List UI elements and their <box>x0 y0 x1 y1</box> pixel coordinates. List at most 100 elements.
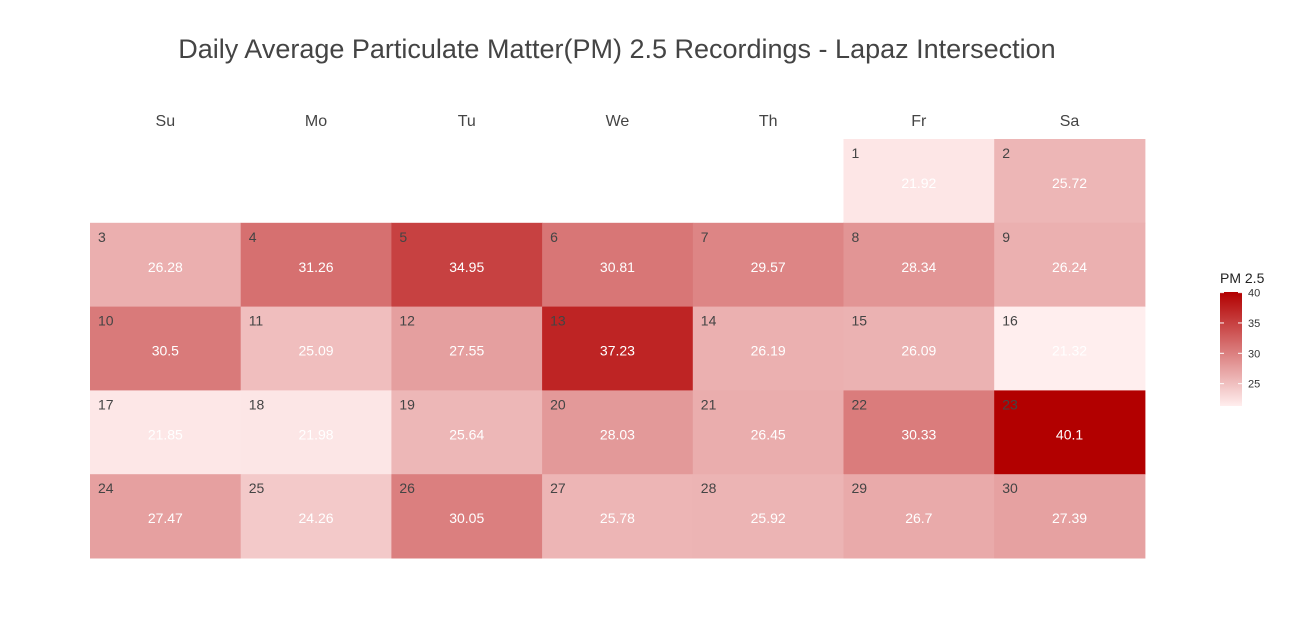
day-cell: 29 26.7 <box>843 474 995 559</box>
day-number-label: 13 <box>550 313 566 329</box>
day-cell: 534.95 <box>391 222 543 308</box>
day-cell: 11 25.09 <box>240 306 392 391</box>
pm-value-label: 28.34 <box>901 259 936 275</box>
pm-value-label: 27.47 <box>148 510 183 526</box>
heat-cell <box>391 222 543 308</box>
legend-tick-label: 35 <box>1248 318 1260 330</box>
day-number-label: 16 <box>1002 313 1018 329</box>
pm-value-label: 34.95 <box>449 259 484 275</box>
day-cell: 828.34 <box>843 222 995 308</box>
weekday-label: Tu <box>458 113 476 130</box>
day-number-label: 15 <box>852 313 868 329</box>
day-number-label: 2 <box>1002 145 1010 161</box>
pm-value-label: 30.5 <box>152 343 179 359</box>
weekday-label: Th <box>759 113 778 130</box>
heat-cell <box>994 222 1146 308</box>
day-number-label: 10 <box>98 313 114 329</box>
day-number-label: 19 <box>399 396 415 412</box>
heat-cell <box>542 222 694 308</box>
heat-cell <box>240 306 392 391</box>
pm-value-label: 28.03 <box>600 426 635 442</box>
day-cell: 26 30.05 <box>391 474 543 559</box>
heat-cell <box>90 474 242 559</box>
day-number-label: 24 <box>98 480 114 496</box>
day-number-label: 8 <box>852 229 860 245</box>
chart-title: Daily Average Particulate Matter(PM) 2.5… <box>178 34 1055 64</box>
day-cell: 14 26.19 <box>692 306 844 391</box>
pm-value-label: 25.78 <box>600 510 635 526</box>
day-number-label: 23 <box>1002 396 1018 412</box>
day-cell: 22 30.33 <box>843 390 995 475</box>
pm-value-label: 26.7 <box>905 510 932 526</box>
weekday-header: Su Mo Tu We Th Fr Sa <box>156 113 1080 130</box>
day-cell: 30 27.39 <box>994 474 1146 559</box>
day-number-label: 21 <box>701 396 717 412</box>
day-number-label: 14 <box>701 313 717 329</box>
pm-value-label: 25.64 <box>449 426 484 442</box>
day-number-label: 11 <box>249 313 264 329</box>
heat-cell <box>692 390 844 475</box>
pm-value-label: 21.92 <box>901 175 936 191</box>
day-number-label: 27 <box>550 480 566 496</box>
day-cell: 431.26 <box>240 222 392 308</box>
pm-value-label: 31.26 <box>299 259 334 275</box>
pm-value-label: 29.57 <box>751 259 786 275</box>
day-number-label: 12 <box>399 313 415 329</box>
day-cell: 15 26.09 <box>843 306 995 391</box>
day-cell: 16 21.32 <box>994 306 1146 391</box>
day-cell: 21 26.45 <box>692 390 844 475</box>
heat-cell <box>994 390 1146 475</box>
heat-cell <box>90 390 242 475</box>
day-cell: 28 25.92 <box>692 474 844 559</box>
day-cell: 18 21.98 <box>240 390 392 475</box>
calendar-grid: 121.92225.72326.28431.26534.95630.81729.… <box>90 139 1146 559</box>
day-number-label: 17 <box>98 396 114 412</box>
weekday-label: Su <box>156 113 176 130</box>
heat-cell <box>391 306 543 391</box>
heat-cell <box>240 474 392 559</box>
pm-value-label: 25.72 <box>1052 175 1087 191</box>
day-number-label: 26 <box>399 480 415 496</box>
heat-cell <box>542 474 694 559</box>
day-number-label: 28 <box>701 480 717 496</box>
day-cell: 926.24 <box>994 222 1146 308</box>
pm-value-label: 24.26 <box>299 510 334 526</box>
heat-cell <box>240 390 392 475</box>
day-number-label: 3 <box>98 229 106 245</box>
color-legend: PM 2.5 25 30 35 40 <box>1220 270 1265 406</box>
pm-value-label: 26.45 <box>751 426 786 442</box>
heat-cell <box>692 222 844 308</box>
pm-value-label: 27.55 <box>449 343 484 359</box>
day-number-label: 29 <box>852 480 868 496</box>
heat-cell <box>391 474 543 559</box>
pm-value-label: 25.92 <box>751 510 786 526</box>
day-number-label: 7 <box>701 229 709 245</box>
heat-cell <box>843 474 995 559</box>
heat-cell <box>692 474 844 559</box>
heat-cell <box>391 390 543 475</box>
heat-cell <box>994 306 1146 391</box>
day-number-label: 1 <box>852 145 860 161</box>
pm-value-label: 30.33 <box>901 426 936 442</box>
day-number-label: 5 <box>399 229 407 245</box>
day-cell: 17 21.85 <box>90 390 242 475</box>
day-cell: 24 27.47 <box>90 474 242 559</box>
day-cell: 27 25.78 <box>542 474 694 559</box>
pm-value-label: 27.39 <box>1052 510 1087 526</box>
pm-value-label: 30.05 <box>449 510 484 526</box>
day-cell: 225.72 <box>994 139 1146 224</box>
heat-cell <box>542 390 694 475</box>
heat-cell <box>542 306 694 391</box>
weekday-label: We <box>606 113 630 130</box>
legend-tick-label: 30 <box>1248 348 1260 360</box>
day-cell: 13 37.23 <box>542 306 694 391</box>
day-cell: 10 30.5 <box>90 306 242 391</box>
day-number-label: 22 <box>852 396 868 412</box>
day-number-label: 30 <box>1002 480 1018 496</box>
pm-value-label: 21.32 <box>1052 343 1087 359</box>
heat-cell <box>843 390 995 475</box>
day-number-label: 20 <box>550 396 566 412</box>
heat-cell <box>994 139 1146 224</box>
pm-value-label: 26.19 <box>751 343 786 359</box>
day-cell: 25 24.26 <box>240 474 392 559</box>
